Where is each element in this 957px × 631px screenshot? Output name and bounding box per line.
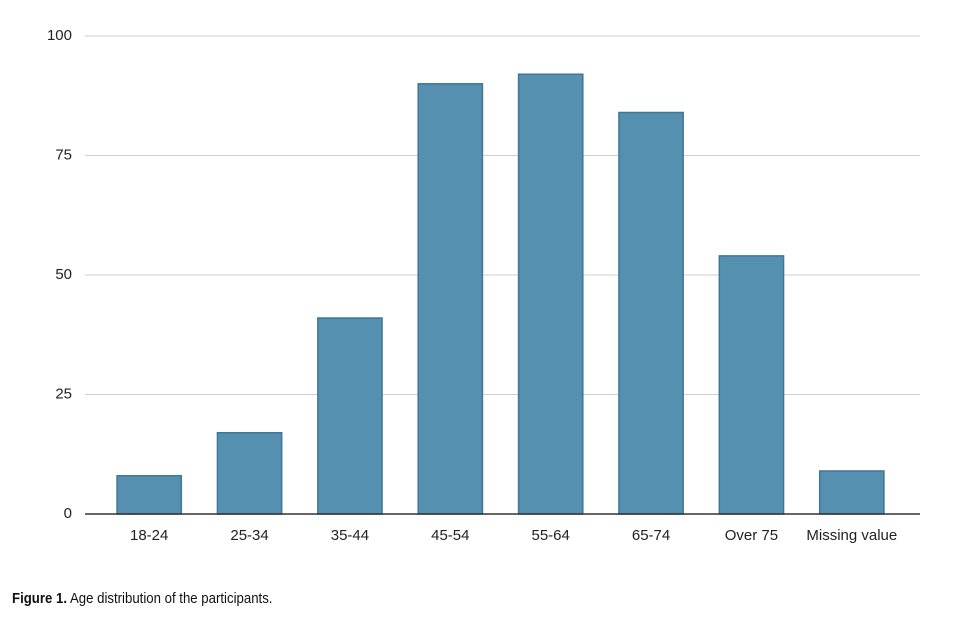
- bar: [818, 470, 885, 515]
- bar: [517, 73, 584, 515]
- bar: [718, 255, 785, 515]
- y-tick-label: 75: [55, 146, 72, 163]
- x-tick-label: 55-64: [532, 527, 570, 544]
- caption-text: Age distribution of the participants.: [69, 590, 273, 607]
- bar: [317, 317, 383, 515]
- y-tick-label: 0: [64, 505, 72, 522]
- bar: [216, 431, 283, 515]
- caption: Figure 1. Age distribution of the partic…: [12, 590, 272, 607]
- chart: 0 25 50 75 100 18-24 25-34 35-44 45-54 55-64 65-74…: [47, 27, 920, 544]
- caption-label: Figure 1.: [12, 590, 68, 607]
- x-tick-label: 25-34: [230, 527, 268, 544]
- x-tick-label: Missing value: [806, 527, 897, 544]
- y-tick-label: 50: [55, 266, 72, 283]
- bar: [417, 83, 484, 515]
- bar: [116, 475, 183, 515]
- y-tick-label: 100: [47, 27, 72, 44]
- y-tick-label: 25: [55, 385, 72, 402]
- x-tick-label: 18-24: [130, 527, 168, 544]
- x-tick-label: 45-54: [431, 527, 469, 544]
- x-tick-label: 65-74: [632, 527, 670, 544]
- x-tick-label: Over 75: [725, 527, 778, 544]
- bar: [618, 111, 684, 515]
- x-tick-label: 35-44: [331, 527, 369, 544]
